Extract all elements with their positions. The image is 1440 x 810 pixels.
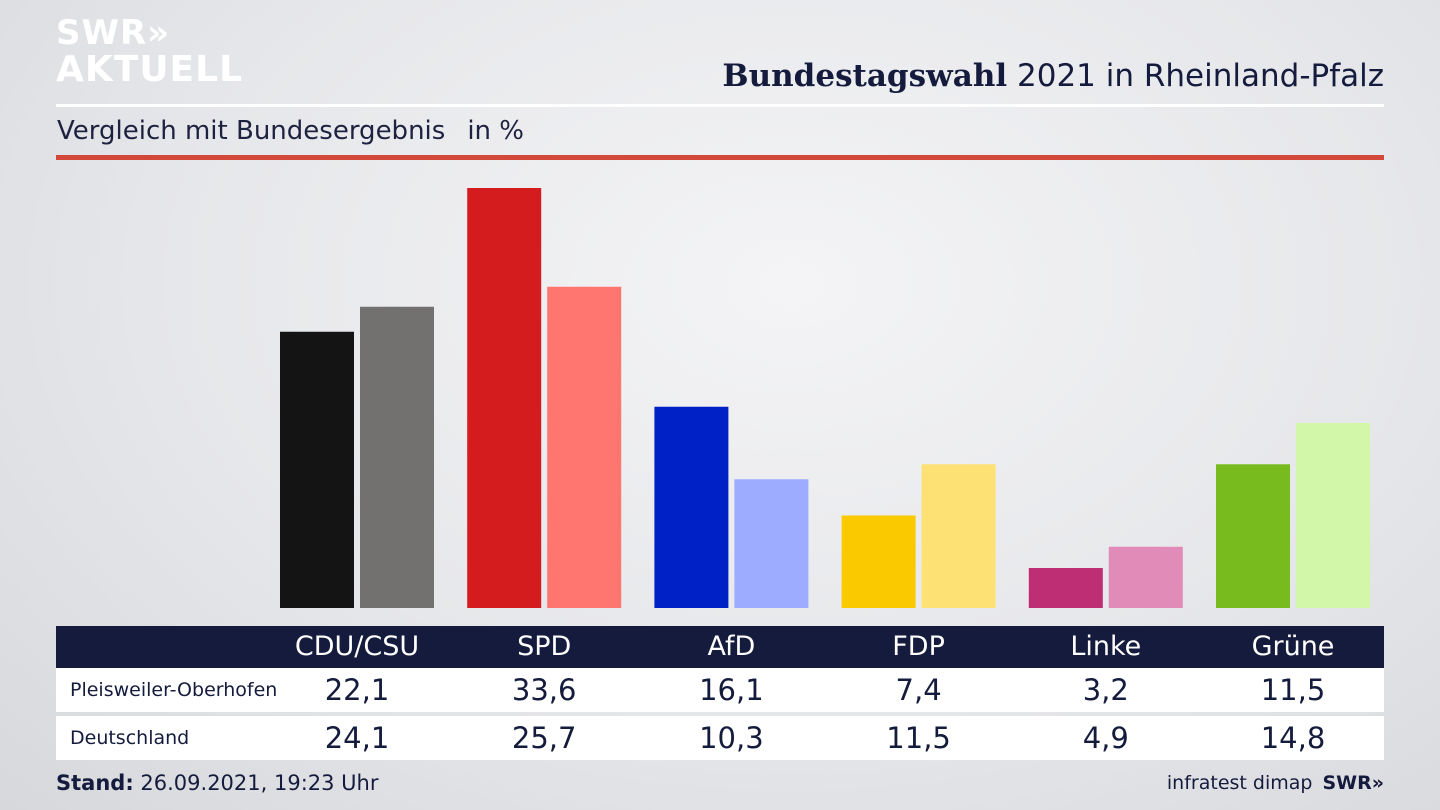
bar-cdu-csu-national (360, 306, 434, 608)
timestamp: Stand: 26.09.2021, 19:23 Uhr (56, 771, 379, 795)
bar-gr-ne-local (1216, 464, 1290, 608)
logo-line-1: SWR» (56, 13, 171, 53)
value-linke-local: 3,2 (1082, 673, 1129, 707)
title-bold: Bundestagswahl (722, 58, 1008, 94)
value-linke-national: 4,9 (1082, 721, 1129, 755)
stand-label: Stand: (56, 771, 134, 795)
bar-afd-local (654, 406, 729, 608)
value-cdu-csu-local: 22,1 (324, 673, 390, 707)
row-label-national: Deutschland (70, 727, 190, 749)
value-gr-ne-national: 14,8 (1260, 721, 1326, 755)
table-row-national: Deutschland 24,1 25,7 10,3 11,5 4,9 14,8 (56, 716, 1384, 760)
title-rest: 2021 in Rheinland-Pfalz (1007, 58, 1384, 94)
bar-cdu-csu-local (280, 331, 354, 608)
bar-spd-local (467, 188, 542, 608)
value-fdp-local: 7,4 (895, 673, 942, 707)
row-label-local: Pleisweiler-Oberhofen (70, 679, 278, 701)
value-spd-local: 33,6 (511, 673, 577, 707)
value-fdp-national: 11,5 (886, 721, 951, 755)
bar-gr-ne-national (1296, 423, 1370, 608)
table-row-local: Pleisweiler-Oberhofen 22,1 33,6 16,1 7,4 3,2… (56, 668, 1384, 712)
header-linke: Linke (1070, 631, 1142, 662)
page-title: Bundestagswahl 2021 in Rheinland-Pfalz (722, 58, 1384, 94)
value-afd-national: 10,3 (699, 721, 764, 755)
value-gr-ne-local: 11,5 (1260, 673, 1326, 707)
swr-brand: SWR» (1322, 772, 1384, 794)
header-spd: SPD (517, 631, 572, 662)
chart-subtitle: Vergleich mit Bundesergebnis in % (57, 116, 524, 146)
header-afd: AfD (707, 631, 756, 662)
value-cdu-csu-national: 24,1 (324, 721, 390, 755)
value-spd-national: 25,7 (511, 721, 577, 755)
bar-fdp-national (921, 464, 996, 608)
subtitle-divider (56, 155, 1384, 160)
results-table: CDU/CSU SPD AfD FDP Linke Grüne Pleisweiler-O… (56, 626, 1384, 760)
bar-linke-national (1108, 546, 1183, 608)
swr-aktuell-logo: SWR» AKTUELL (56, 16, 243, 88)
bar-linke-local (1028, 568, 1103, 608)
bar-afd-national (734, 479, 809, 608)
header-gr-ne: Grüne (1251, 631, 1335, 662)
header-divider (56, 104, 1384, 107)
bar-chart (280, 188, 1370, 608)
value-afd-local: 16,1 (699, 673, 764, 707)
source-label: infratest dimap (1166, 772, 1313, 794)
unit-label: in % (467, 116, 524, 146)
bar-spd-national (547, 286, 622, 608)
logo-line-2: AKTUELL (56, 49, 244, 90)
source-credit: infratest dimap SWR» (1167, 772, 1384, 794)
table-header: CDU/CSU SPD AfD FDP Linke Grüne (56, 626, 1384, 668)
stand-value: 26.09.2021, 19:23 Uhr (133, 771, 379, 795)
header-cdu-csu: CDU/CSU (294, 631, 420, 662)
bar-fdp-local (841, 515, 916, 608)
header-fdp: FDP (892, 631, 945, 662)
subtitle-text: Vergleich mit Bundesergebnis (57, 116, 446, 146)
